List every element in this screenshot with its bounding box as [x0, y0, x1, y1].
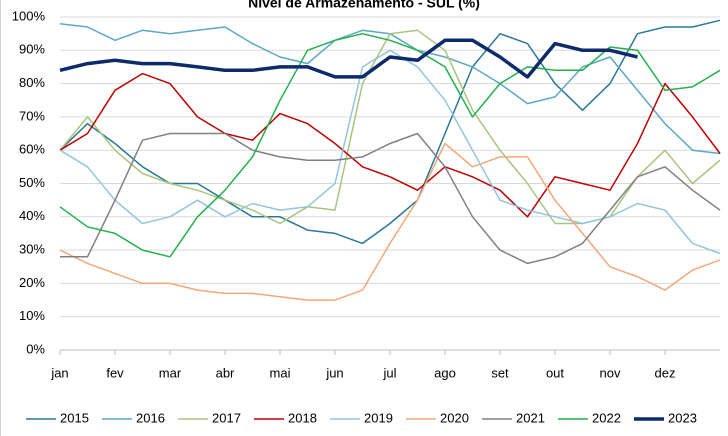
x-tick-label: out	[546, 365, 564, 380]
legend-label: 2018	[288, 410, 317, 425]
x-tick-label: mar	[159, 365, 182, 380]
series-line	[59, 142, 721, 301]
series-line	[59, 32, 721, 258]
x-tick-label: abr	[216, 365, 235, 380]
x-tick-label: ago	[434, 365, 456, 380]
y-tick-label: 70%	[19, 108, 45, 123]
y-tick-label: 0%	[26, 341, 45, 356]
series-line	[59, 49, 721, 255]
y-tick-label: 60%	[19, 142, 45, 157]
x-tick-label: jun	[325, 365, 343, 380]
chart-title: Nível de Armazenamento - SUL (%)	[248, 0, 480, 11]
series-line	[59, 22, 721, 155]
x-tick-label: jul	[382, 365, 396, 380]
series-line	[59, 72, 721, 218]
legend-label: 2021	[516, 410, 545, 425]
x-tick-label: set	[491, 365, 509, 380]
y-tick-label: 50%	[19, 175, 45, 190]
legend-label: 2022	[592, 410, 621, 425]
y-tick-label: 40%	[19, 208, 45, 223]
y-tick-label: 30%	[19, 242, 45, 257]
legend-label: 2023	[668, 410, 697, 425]
legend-label: 2015	[60, 410, 89, 425]
legend-label: 2020	[440, 410, 469, 425]
y-tick-label: 10%	[19, 308, 45, 323]
y-tick-label: 80%	[19, 75, 45, 90]
legend-label: 2017	[212, 410, 241, 425]
legend-label: 2016	[136, 410, 165, 425]
y-tick-label: 90%	[19, 42, 45, 57]
x-tick-label: fev	[106, 365, 124, 380]
x-tick-label: dez	[655, 365, 676, 380]
x-tick-label: jan	[50, 365, 68, 380]
y-tick-label: 100%	[12, 8, 46, 23]
legend-label: 2019	[364, 410, 393, 425]
series-line	[60, 132, 721, 265]
x-tick-label: nov	[600, 365, 621, 380]
y-tick-label: 20%	[19, 275, 45, 290]
series-line	[59, 38, 638, 79]
x-tick-label: mai	[270, 365, 291, 380]
series-line	[59, 29, 721, 225]
